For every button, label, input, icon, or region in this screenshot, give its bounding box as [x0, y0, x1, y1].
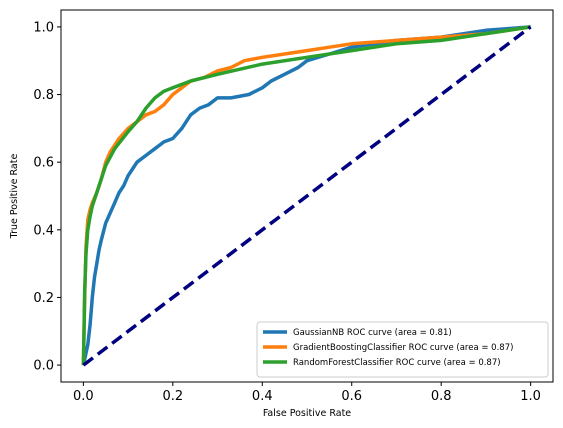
y-tick-label: 0.6 — [33, 156, 54, 171]
x-tick-label: 0.4 — [252, 389, 273, 404]
legend-box — [256, 321, 549, 378]
y-tick-label: 0.0 — [33, 359, 54, 374]
legend-entry: GaussianNB ROC curve (area = 0.81) — [293, 328, 452, 338]
y-tick-label: 0.2 — [33, 291, 54, 306]
x-tick-label: 0.2 — [162, 389, 183, 404]
series-layer — [81, 25, 532, 367]
x-tick-label: 1.0 — [520, 389, 541, 404]
x-axis-label: False Positive Rate — [263, 408, 351, 419]
y-axis-ticks: 0.0 0.2 0.4 0.6 0.8 1.0 — [33, 20, 61, 374]
x-tick-label: 0.6 — [341, 389, 362, 404]
legend: GaussianNB ROC curve (area = 0.81) Gradie… — [256, 321, 549, 378]
y-tick-label: 1.0 — [33, 20, 54, 35]
x-axis-ticks: 0.0 0.2 0.4 0.6 0.8 1.0 — [73, 382, 541, 404]
plot-area-frame — [60, 9, 554, 383]
y-tick-label: 0.8 — [33, 88, 54, 103]
x-tick-label: 0.0 — [73, 389, 94, 404]
roc-curve-3 — [81, 25, 531, 366]
x-tick-label: 0.8 — [431, 389, 452, 404]
y-axis-label: True Positive Rate — [9, 154, 20, 240]
y-tick-label: 0.4 — [33, 223, 54, 238]
legend-entry: GradientBoostingClassifier ROC curve (ar… — [293, 343, 513, 353]
legend-entry: RandomForestClassifier ROC curve (area =… — [293, 358, 501, 368]
roc-curve-1 — [81, 25, 531, 366]
chance-diagonal-line — [82, 25, 532, 367]
